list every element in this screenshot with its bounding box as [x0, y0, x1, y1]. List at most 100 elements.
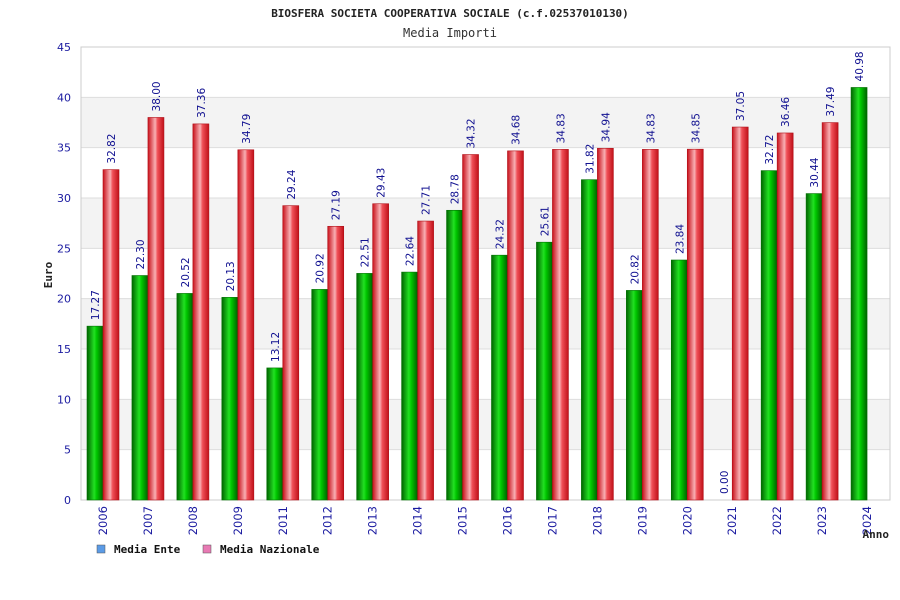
chart-subtitle: Media Importi [403, 26, 497, 40]
bar-media-ente-2017 [536, 241, 553, 501]
y-tick-label: 30 [57, 192, 71, 205]
y-tick-label: 25 [57, 242, 71, 255]
y-axis-label: Euro [42, 261, 55, 288]
bar-media-nazionale-2006 [102, 169, 120, 501]
bar-labels: 17.27 32.82 22.30 38.00 20.52 37.36 20.13 34.79… [90, 51, 866, 494]
x-tick-label-2006: 2006 [96, 506, 110, 535]
bar-label-media-ente-2011: 13.12 [270, 332, 282, 362]
grid-band [81, 97, 890, 148]
bar-media-ente-2018 [581, 179, 598, 501]
bar-label-media-ente-2019: 20.82 [629, 254, 641, 284]
bar-media-ente-2011 [266, 367, 284, 501]
bar-media-ente-2009 [221, 297, 239, 501]
x-tick-label-2021: 2021 [725, 506, 739, 535]
bar-label-media-ente-2017: 25.61 [539, 206, 551, 236]
bar-label-media-nazionale-2011: 29.24 [286, 169, 298, 199]
x-tick-label-2023: 2023 [815, 506, 829, 535]
bar-label-media-ente-2024: 40.98 [854, 51, 866, 81]
chart-title: BIOSFERA SOCIETA COOPERATIVA SOCIALE (c.… [271, 7, 629, 20]
plot-frame [80, 46, 891, 501]
bar-media-nazionale-2007 [147, 117, 165, 501]
bar-media-ente-2014 [401, 271, 418, 501]
x-tick-label-2019: 2019 [635, 506, 649, 535]
y-tick-label: 35 [57, 142, 71, 155]
x-tick-label-2015: 2015 [456, 506, 470, 535]
bar-media-ente-2007 [131, 275, 149, 501]
bar-media-nazionale-2017 [552, 149, 569, 501]
x-tick-label-2020: 2020 [680, 506, 694, 535]
bar-label-media-nazionale-2021: 37.05 [735, 91, 747, 121]
legend-swatch-media-nazionale [202, 544, 212, 554]
y-axis: 0 5 10 15 20 25 30 35 40 45 [57, 41, 71, 507]
bar-label-media-ente-2022: 32.72 [764, 135, 776, 165]
bar-label-media-ente-2016: 24.32 [495, 219, 507, 249]
bar-media-nazionale-2014 [417, 220, 434, 501]
bar-media-ente-2023 [805, 193, 823, 501]
legend-label-media-nazionale: Media Nazionale [220, 543, 320, 556]
y-tick-label: 15 [57, 343, 71, 356]
y-tick-label: 5 [64, 444, 71, 457]
bar-label-media-nazionale-2019: 34.83 [645, 113, 657, 143]
bar-media-nazionale-2021 [731, 126, 749, 501]
legend-swatch-media-ente [96, 544, 106, 554]
bar-label-media-nazionale-2020: 34.85 [690, 113, 702, 143]
bar-label-media-nazionale-2009: 34.79 [241, 114, 253, 144]
bar-label-media-nazionale-2014: 27.71 [421, 185, 433, 215]
bar-media-nazionale-2022 [776, 132, 794, 501]
bar-media-nazionale-2013 [372, 203, 389, 501]
bar-label-media-nazionale-2013: 29.43 [376, 168, 388, 198]
bar-media-ente-2022 [760, 170, 778, 501]
bar-media-nazionale-2016 [507, 150, 524, 501]
grid-bands [81, 97, 890, 450]
bar-media-ente-2019 [626, 290, 643, 501]
y-tick-label: 45 [57, 41, 71, 54]
bar-label-media-ente-2006: 17.27 [90, 290, 102, 320]
x-tick-label-2013: 2013 [366, 506, 380, 535]
bar-media-ente-2008 [176, 293, 194, 501]
bar-media-nazionale-2015 [462, 154, 479, 501]
x-axis-label: Anno [863, 528, 890, 541]
x-tick-label-2022: 2022 [770, 506, 784, 535]
bar-media-nazionale-2023 [821, 122, 839, 501]
bar-label-media-ente-2014: 22.64 [405, 236, 417, 266]
bar-label-media-nazionale-2017: 34.83 [555, 113, 567, 143]
bar-label-media-ente-2013: 22.51 [360, 237, 372, 267]
bar-label-media-nazionale-2018: 34.94 [600, 112, 612, 142]
legend-label-media-ente: Media Ente [114, 543, 181, 556]
grid-band [81, 399, 890, 450]
bar-label-media-nazionale-2015: 34.32 [466, 118, 478, 148]
bar-label-media-ente-2012: 20.92 [315, 253, 327, 283]
bar-label-media-ente-2008: 20.52 [180, 257, 192, 287]
x-tick-label-2011: 2011 [276, 506, 290, 535]
bar-media-nazionale-2008 [192, 123, 210, 501]
bar-label-media-nazionale-2023: 37.49 [825, 87, 837, 117]
x-tick-label-2014: 2014 [411, 506, 425, 535]
x-tick-label-2008: 2008 [186, 506, 200, 535]
bar-media-ente-2012 [311, 289, 329, 501]
bar-media-ente-2016 [491, 254, 508, 501]
bar-label-media-nazionale-2012: 27.19 [331, 190, 343, 220]
bar-label-media-nazionale-2016: 34.68 [511, 115, 523, 145]
x-tick-label-2012: 2012 [321, 506, 335, 535]
x-tick-label-2007: 2007 [141, 506, 155, 535]
bar-label-media-nazionale-2006: 32.82 [106, 134, 118, 164]
x-tick-label-2009: 2009 [231, 506, 245, 535]
bar-label-media-nazionale-2022: 36.46 [780, 97, 792, 127]
grid-band [81, 198, 890, 249]
bar-label-media-ente-2007: 22.30 [135, 239, 147, 269]
legend: Media Ente Media Nazionale [96, 543, 320, 556]
bar-media-nazionale-2009 [237, 149, 255, 501]
bar-media-nazionale-2012 [327, 225, 345, 501]
bar-label-media-ente-2018: 31.82 [584, 144, 596, 174]
y-tick-label: 0 [64, 494, 71, 507]
x-tick-label-2018: 2018 [590, 506, 604, 535]
y-tick-label: 40 [57, 91, 71, 104]
bar-label-media-ente-2023: 30.44 [809, 157, 821, 187]
bar-label-media-ente-2015: 28.78 [450, 174, 462, 204]
bar-media-nazionale-2018 [597, 147, 614, 501]
bar-media-ente-2024 [850, 87, 868, 501]
bar-media-nazionale-2011 [282, 205, 300, 501]
bars [86, 87, 868, 501]
bar-media-ente-2020 [670, 259, 688, 501]
